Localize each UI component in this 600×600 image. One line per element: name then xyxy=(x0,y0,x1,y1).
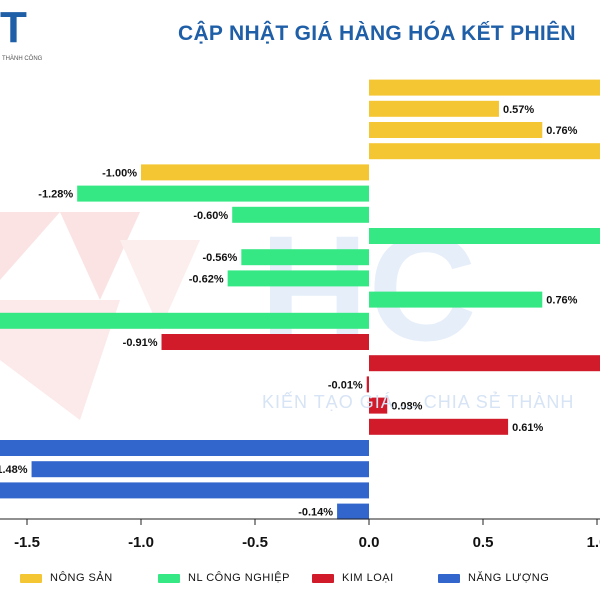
bar xyxy=(369,418,509,435)
x-tick-label: 1.0 xyxy=(587,534,600,551)
bar xyxy=(0,440,369,456)
bar xyxy=(241,249,369,266)
data-label: -1.00% xyxy=(102,167,137,179)
bar xyxy=(0,312,369,329)
data-label: -0.14% xyxy=(298,507,333,519)
x-tick-label: -1.5 xyxy=(14,534,40,551)
bar xyxy=(227,270,369,287)
watermark-tagline: KIẾN TẠO GIÁ ... CHIA SẺ THÀNH xyxy=(262,392,575,412)
bar xyxy=(366,376,369,393)
legend-item-nl-cong-nghiep: NL CÔNG NGHIỆP xyxy=(158,572,290,584)
bar xyxy=(77,185,369,202)
legend-item-kim-loai: KIM LOẠI xyxy=(312,572,394,584)
bar xyxy=(31,461,370,478)
bar xyxy=(369,100,499,117)
data-label: 0.76% xyxy=(546,125,577,137)
data-label: -0.60% xyxy=(193,210,228,222)
bar xyxy=(369,355,600,372)
x-tick-label: -0.5 xyxy=(242,534,268,551)
legend-swatch xyxy=(312,573,334,583)
legend-swatch xyxy=(438,573,460,583)
legend-label: KIM LOẠI xyxy=(342,572,394,584)
data-label: -0.01% xyxy=(328,379,363,391)
legend-swatch xyxy=(158,573,180,583)
bar xyxy=(369,291,543,308)
legend-label: NL CÔNG NGHIỆP xyxy=(188,572,290,584)
legend-label: NÔNG SẢN xyxy=(50,572,113,584)
bar xyxy=(369,397,388,414)
bar xyxy=(369,228,600,244)
x-tick-label: -1.0 xyxy=(128,534,154,551)
data-label: 0.61% xyxy=(512,422,543,434)
bar xyxy=(161,334,369,350)
x-tick-label: 0.0 xyxy=(359,534,380,551)
data-label: -0.56% xyxy=(202,252,237,264)
x-tick-label: 0.5 xyxy=(473,534,494,551)
page-title: CẬP NHẬT GIÁ HÀNG HÓA KẾT PHIÊN xyxy=(178,22,576,45)
legend-item-nong-san: NÔNG SẢN xyxy=(20,572,113,584)
bar xyxy=(337,503,369,520)
legend-swatch xyxy=(20,573,42,583)
legend-label: NĂNG LƯỢNG xyxy=(468,572,550,584)
bar xyxy=(232,206,369,223)
data-label: -0.91% xyxy=(123,337,158,349)
bar xyxy=(0,482,370,499)
legend-item-nang-luong: NĂNG LƯỢNG xyxy=(438,572,549,584)
data-label: -1.48% xyxy=(0,464,28,476)
data-label: 0.76% xyxy=(546,295,577,307)
bar xyxy=(369,143,600,160)
bar xyxy=(369,122,543,138)
bar xyxy=(369,79,600,96)
bar xyxy=(141,164,369,181)
logo-tagline: THÀNH CÔNG xyxy=(2,56,43,62)
logo-letter: T xyxy=(0,3,27,52)
data-label: -1.28% xyxy=(38,189,73,201)
legend: NÔNG SẢN NL CÔNG NGHIỆP KIM LOẠI NĂNG LƯ… xyxy=(0,572,600,592)
data-label: 0.57% xyxy=(503,104,534,116)
data-label: 0.08% xyxy=(391,401,422,413)
data-label: -0.62% xyxy=(189,273,224,285)
